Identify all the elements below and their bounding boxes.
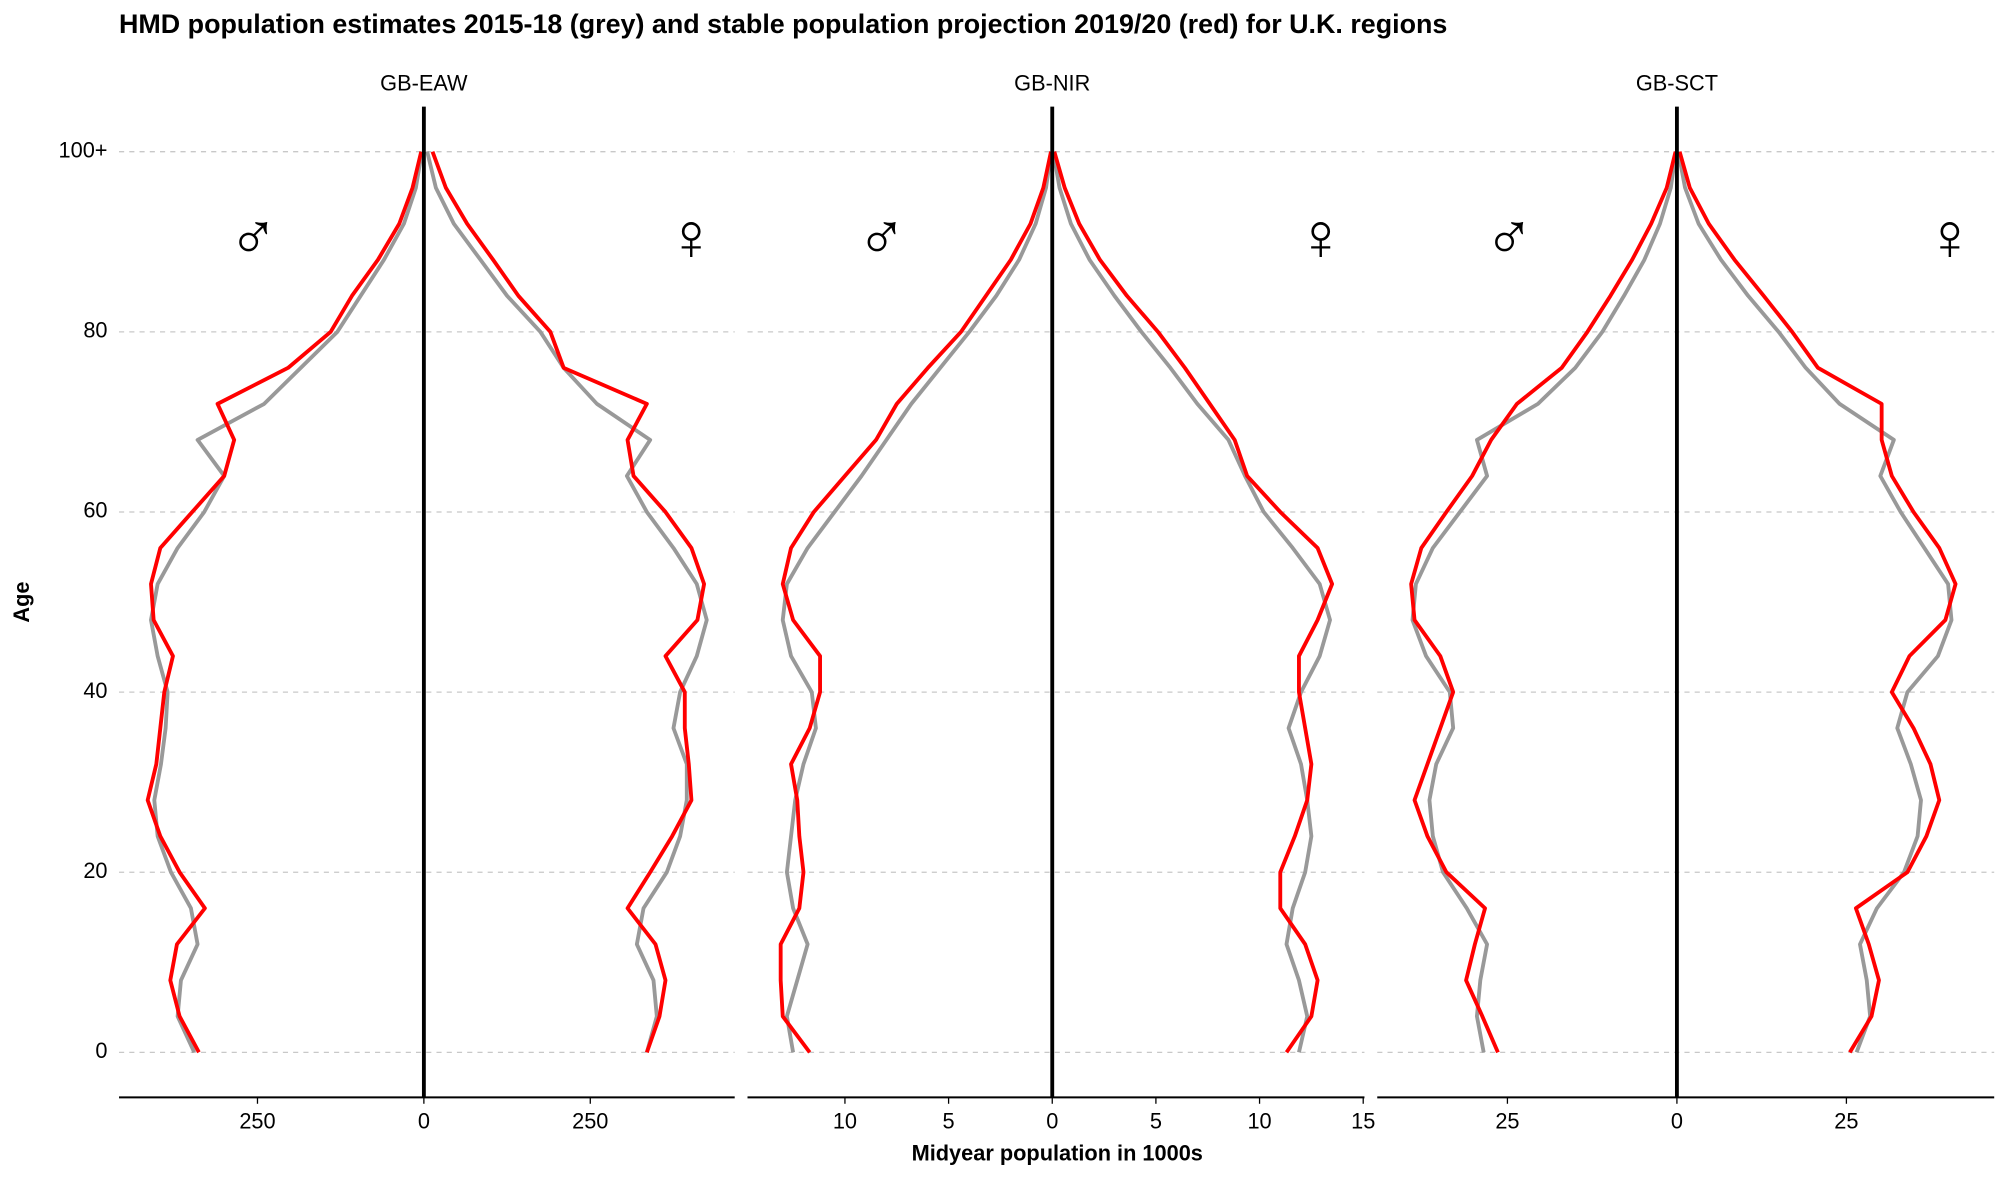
population-line bbox=[425, 151, 709, 1053]
x-tick-label: 25 bbox=[1495, 1109, 1519, 1134]
y-tick-label: 100+ bbox=[59, 137, 108, 162]
female-symbol: ♀ bbox=[1925, 200, 1975, 274]
panel-title: GB-NIR bbox=[1014, 71, 1090, 96]
y-tick-label: 60 bbox=[83, 498, 107, 523]
x-tick-label: 15 bbox=[1351, 1109, 1375, 1134]
y-tick-label: 40 bbox=[83, 678, 107, 703]
population-line bbox=[778, 151, 1053, 1054]
chart-title: HMD population estimates 2015-18 (grey) … bbox=[119, 9, 1447, 39]
panel-title: GB-SCT bbox=[1636, 71, 1718, 96]
y-axis-label: Age bbox=[9, 581, 34, 622]
x-tick-label: 250 bbox=[239, 1109, 275, 1134]
population-line bbox=[1676, 151, 1954, 1054]
panel-title: GB-EAW bbox=[380, 71, 468, 96]
x-tick-label: 10 bbox=[1247, 1109, 1271, 1134]
x-tick-label: 250 bbox=[572, 1109, 608, 1134]
population-line bbox=[1052, 151, 1335, 1054]
population-line bbox=[1409, 151, 1678, 1054]
male-symbol: ♂ bbox=[228, 200, 278, 274]
y-tick-label: 80 bbox=[83, 318, 107, 343]
x-tick-label: 0 bbox=[1671, 1109, 1683, 1134]
female-symbol: ♀ bbox=[1296, 200, 1346, 274]
y-tick-label: 20 bbox=[83, 858, 107, 883]
x-axis-label: Midyear population in 1000s bbox=[912, 1141, 1203, 1166]
x-tick-label: 5 bbox=[943, 1109, 955, 1134]
population-line bbox=[780, 151, 1054, 1053]
male-symbol: ♂ bbox=[857, 200, 907, 274]
male-symbol: ♂ bbox=[1484, 200, 1534, 274]
y-tick-label: 0 bbox=[95, 1038, 107, 1063]
population-line bbox=[149, 151, 424, 1054]
female-symbol: ♀ bbox=[666, 200, 716, 274]
x-tick-label: 5 bbox=[1150, 1109, 1162, 1134]
population-line bbox=[1410, 151, 1678, 1053]
x-tick-label: 0 bbox=[418, 1109, 430, 1134]
population-line bbox=[1677, 151, 1958, 1054]
population-line bbox=[145, 151, 424, 1054]
x-tick-label: 25 bbox=[1834, 1109, 1858, 1134]
population-line bbox=[430, 151, 707, 1053]
x-tick-label: 0 bbox=[1046, 1109, 1058, 1134]
x-tick-label: 10 bbox=[833, 1109, 857, 1134]
